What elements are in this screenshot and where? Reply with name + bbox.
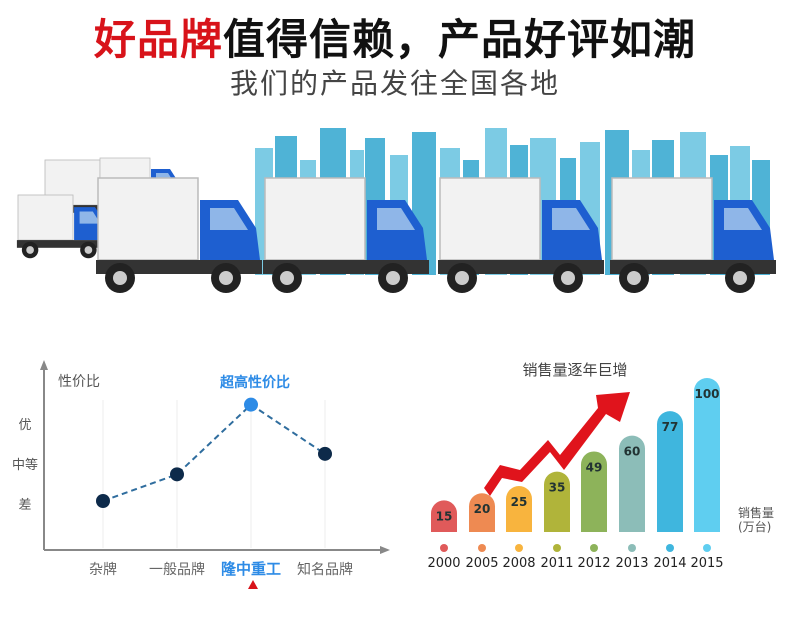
- bar: [694, 378, 720, 532]
- bar-value-label: 20: [474, 502, 491, 516]
- wheel-hub: [26, 246, 34, 254]
- value-line: [102, 403, 326, 502]
- bar: [506, 486, 532, 532]
- category-label: 隆中重工: [221, 560, 281, 578]
- data-point: [170, 467, 184, 482]
- year-label: 2015: [690, 556, 723, 571]
- truck-window: [552, 208, 590, 230]
- y-axis-label: 性价比: [58, 374, 100, 390]
- legend-dot: [628, 544, 636, 552]
- wheel-hub: [455, 271, 469, 285]
- truck-window: [210, 208, 248, 230]
- bar: [469, 493, 495, 532]
- year-label: 2013: [615, 556, 648, 571]
- year-label: 2011: [540, 556, 573, 571]
- year-label: 2008: [502, 556, 535, 571]
- wheel-hub: [561, 271, 575, 285]
- headline: 好品牌值得信赖，产品好评如潮: [0, 6, 790, 67]
- truck-cargo-box: [97, 177, 199, 261]
- truck-chassis: [16, 240, 109, 248]
- y-axis-label: 销售量(万台): [738, 505, 774, 534]
- truck-window: [377, 208, 415, 230]
- headline-rest: 值得信赖，产品好评如潮: [223, 15, 697, 64]
- truck-cargo-box: [611, 177, 713, 261]
- truck-fleet: [16, 157, 776, 293]
- y-level-label: 差: [18, 498, 31, 513]
- truck-cargo-box: [17, 194, 74, 241]
- legend-dot: [553, 544, 561, 552]
- year-label: 2014: [653, 556, 686, 571]
- truck-window: [724, 208, 762, 230]
- legend-dot: [440, 544, 448, 552]
- wheel-hub: [733, 271, 747, 285]
- year-label: 2012: [577, 556, 610, 571]
- chart-title: 销售量逐年巨增: [522, 361, 627, 379]
- legend-dot: [703, 544, 711, 552]
- category-label: 一般品牌: [149, 561, 205, 578]
- legend-dot: [666, 544, 674, 552]
- x-axis-arrow-icon: [380, 546, 390, 554]
- headline-brand: 好品牌: [93, 15, 223, 64]
- truck-cargo-box: [264, 177, 366, 261]
- year-label: 2000: [427, 556, 460, 571]
- truck: [96, 177, 262, 293]
- bar-value-label: 35: [549, 481, 566, 495]
- bar-value-label: 77: [662, 420, 679, 434]
- truck-cargo-box: [439, 177, 541, 261]
- year-label: 2005: [465, 556, 498, 571]
- data-point: [318, 446, 332, 461]
- y-level-label: 中等: [12, 457, 38, 473]
- bar-value-label: 25: [511, 495, 528, 509]
- wheel-hub: [627, 271, 641, 285]
- subtitle: 我们的产品发往全国各地: [229, 67, 560, 100]
- truck: [610, 177, 776, 293]
- wheel-hub: [113, 271, 127, 285]
- y-axis-arrow-icon: [40, 360, 48, 370]
- chart-title: 超高性价比: [219, 374, 290, 391]
- bar-value-label: 100: [694, 387, 719, 401]
- bar-value-label: 60: [624, 445, 641, 459]
- truck-window: [79, 211, 101, 224]
- truck: [263, 177, 429, 293]
- legend-dot: [478, 544, 486, 552]
- data-point: [96, 494, 110, 508]
- truck: [16, 194, 109, 259]
- bar: [657, 411, 683, 532]
- value-chart: 性价比 超高性价比 差 中等 优杂牌 一般品牌 隆中重工 知名品牌: [12, 360, 390, 589]
- category-label: 杂牌: [89, 561, 117, 578]
- legend-dot: [515, 544, 523, 552]
- highlight-marker-icon: [248, 580, 258, 589]
- bar-value-label: 15: [436, 509, 453, 523]
- category-label: 知名品牌: [297, 561, 353, 578]
- wheel-hub: [386, 271, 400, 285]
- bar: [581, 451, 608, 532]
- bar: [619, 435, 645, 532]
- bar-value-label: 49: [586, 460, 603, 474]
- data-point: [244, 397, 258, 412]
- bar: [431, 500, 457, 532]
- wheel-hub: [219, 271, 233, 285]
- y-level-label: 优: [18, 418, 31, 433]
- legend-dot: [590, 544, 598, 552]
- rising-arrow-icon: [484, 392, 630, 496]
- sales-chart: 销售量逐年巨增 销售量(万台) 15 2000 20 2005 25 2008 35 2011…: [427, 361, 774, 571]
- wheel-hub: [84, 246, 93, 254]
- bar: [544, 471, 570, 532]
- truck: [438, 177, 604, 293]
- wheel-hub: [280, 271, 294, 285]
